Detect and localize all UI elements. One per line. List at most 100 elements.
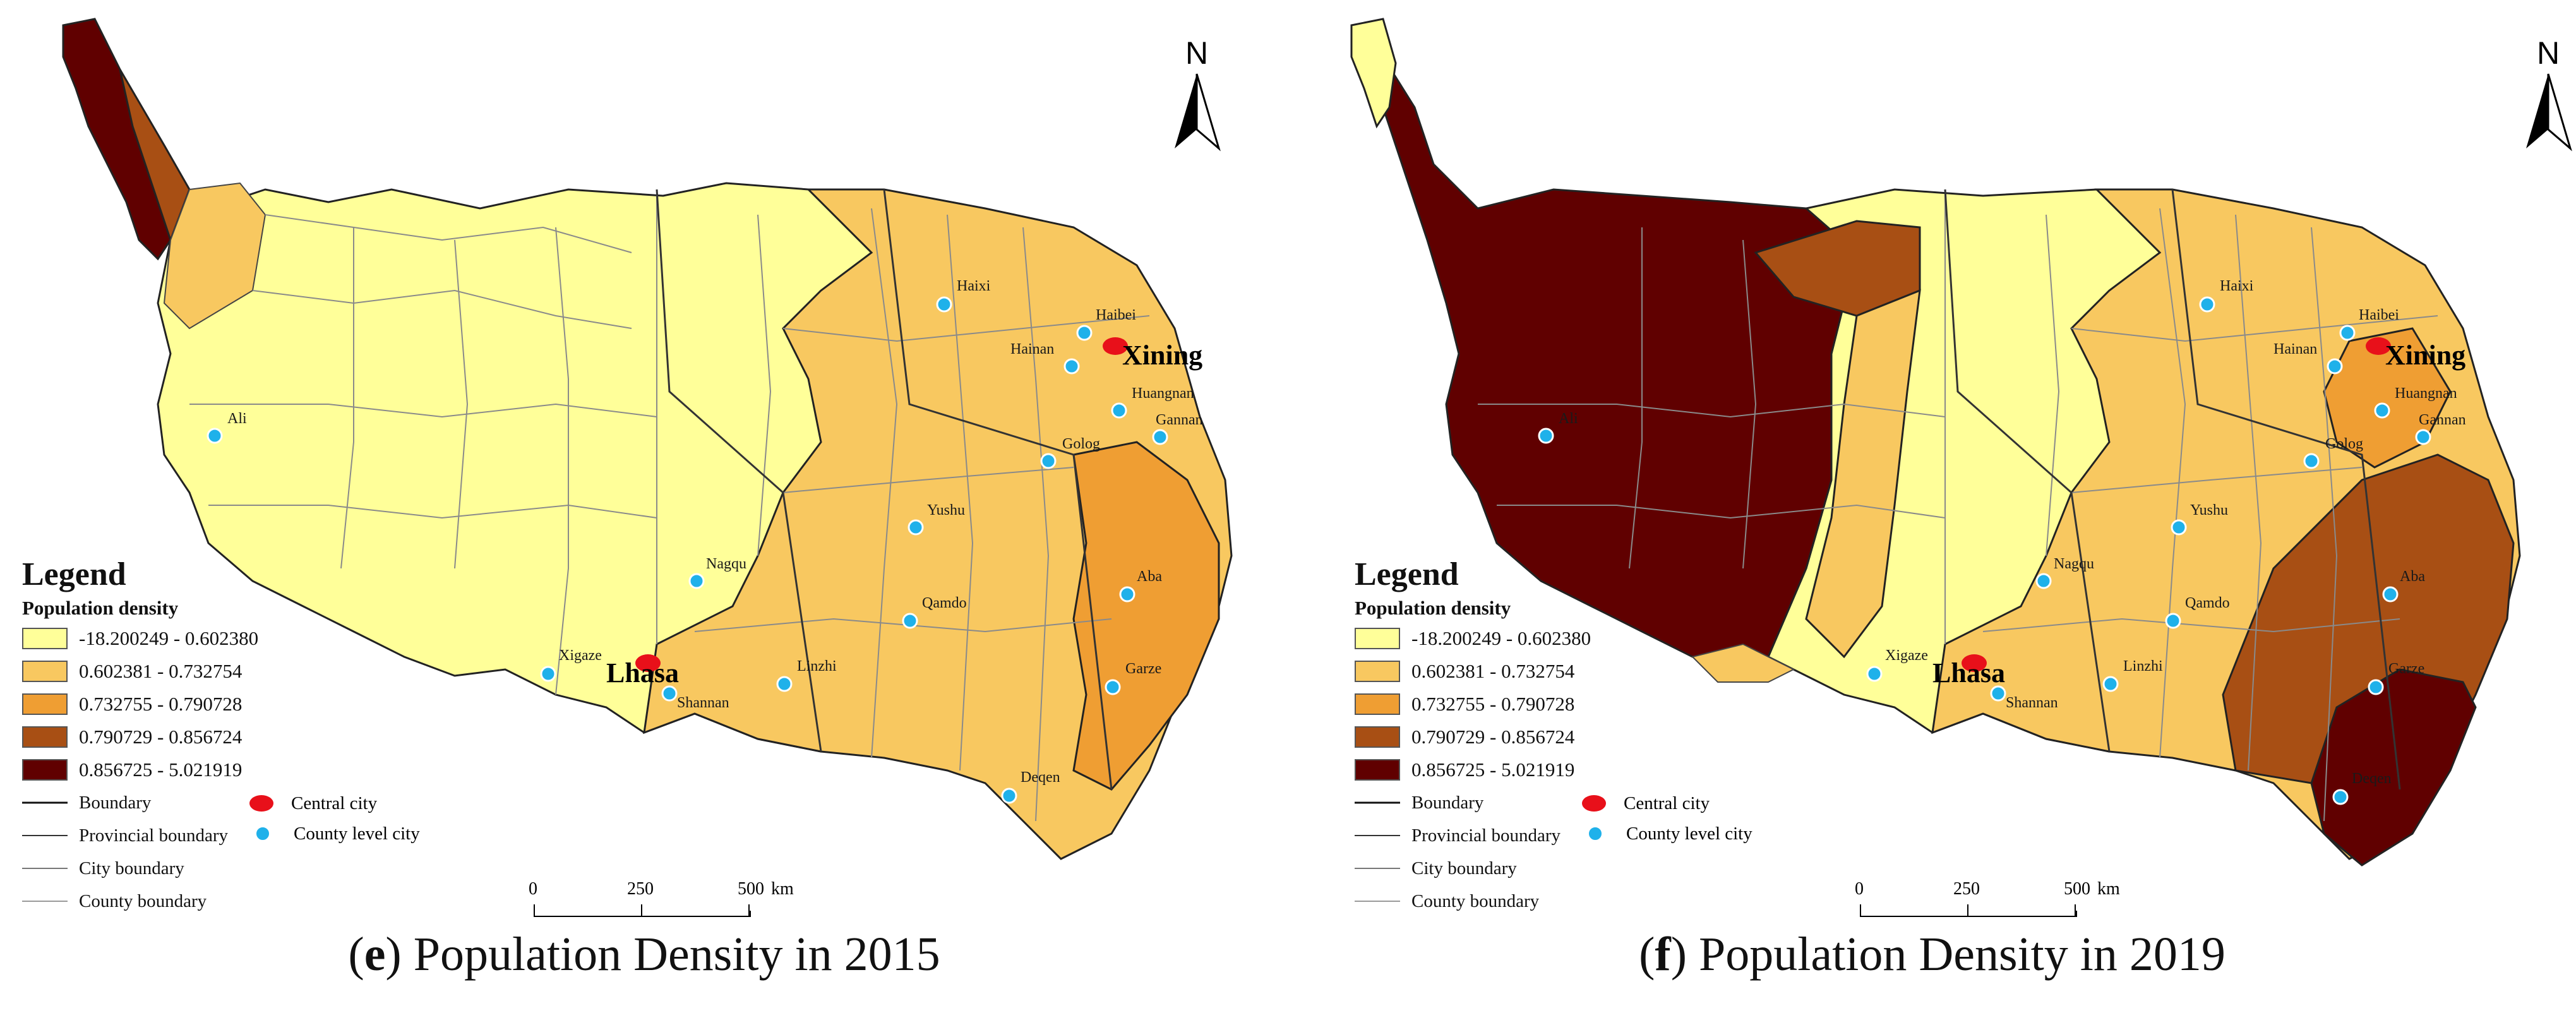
central-city-label: Lhasa <box>1932 657 2005 688</box>
legend-swatch <box>1355 726 1400 748</box>
legend: Legend Population density -18.200249 - 0… <box>1355 556 1872 918</box>
legend-line-label: City boundary <box>79 858 184 878</box>
place-label: Yushu <box>927 502 966 518</box>
legend-line: County boundary <box>22 885 540 918</box>
legend-line: Provincial boundary <box>22 819 540 852</box>
central-city-icon <box>249 795 273 812</box>
county-city-icon <box>255 826 270 841</box>
scale-bar: 0 250 500 km <box>529 878 799 928</box>
north-arrow: N <box>2513 35 2576 161</box>
north-arrow-icon <box>2526 73 2572 152</box>
legend-line-label: County boundary <box>1411 890 1540 911</box>
legend-symbol-central: Central city <box>1582 788 1752 818</box>
legend-symbol-county: County level city <box>249 818 420 849</box>
place-label: Huangnan <box>2395 385 2457 402</box>
legend-class: 0.602381 - 0.732754 <box>1355 655 1872 688</box>
caption-letter: e <box>364 928 386 981</box>
legend-symbol-county: County level city <box>1582 818 1752 849</box>
map-panel-2015: Haixi Haibei Hainan Huangnan Gannan Ali … <box>22 18 1233 981</box>
legend-swatch <box>22 726 68 748</box>
scale-tick-label: 0 <box>1855 879 1864 899</box>
legend-line-label: Provincial boundary <box>79 825 228 846</box>
county-city-markers <box>1538 296 2431 805</box>
place-label: Qamdo <box>2185 595 2230 611</box>
legend-class-label: 0.602381 - 0.732754 <box>79 660 243 682</box>
place-label: Linzhi <box>797 658 837 674</box>
legend-class: -18.200249 - 0.602380 <box>22 622 540 655</box>
place-label: Ali <box>227 411 247 427</box>
legend-line-label: City boundary <box>1411 858 1517 878</box>
legend-class-label: -18.200249 - 0.602380 <box>1411 627 1591 649</box>
region-west-ngari-north <box>163 182 267 330</box>
county-city-icon <box>1588 826 1603 841</box>
legend-line-label: Provincial boundary <box>1411 825 1561 846</box>
region-northwest-adjacent <box>119 69 191 243</box>
place-label: Haixi <box>957 278 991 294</box>
legend-line: City boundary <box>1355 852 1872 885</box>
scale-tick-label: 250 <box>627 879 654 899</box>
legend-class-label: 0.732755 - 0.790728 <box>79 693 243 715</box>
central-city-label: Lhasa <box>606 657 679 688</box>
place-label: Shannan <box>677 695 729 711</box>
region-west-orange-strip <box>1805 289 1921 659</box>
legend-class: -18.200249 - 0.602380 <box>1355 622 1872 655</box>
legend-symbols: Central city County level city <box>1582 788 1752 849</box>
place-label: Nagqu <box>706 556 746 572</box>
provincial-boundaries <box>1944 189 2401 790</box>
legend-line: County boundary <box>1355 885 1872 918</box>
legend-line: City boundary <box>22 852 540 885</box>
north-label: N <box>1185 35 1209 71</box>
legend-class-label: 0.732755 - 0.790728 <box>1411 693 1575 715</box>
legend-class-label: 0.602381 - 0.732754 <box>1411 660 1575 682</box>
legend-line: Boundary <box>22 786 540 819</box>
region-northwest-light <box>1350 18 1397 129</box>
place-label: Nagqu <box>2054 556 2094 572</box>
legend-symbol-label: Central city <box>1624 793 1710 813</box>
legend-swatch <box>22 759 68 781</box>
legend-title: Legend <box>1355 556 1459 592</box>
legend-swatch <box>1355 661 1400 682</box>
place-label: Deqen <box>2352 770 2392 787</box>
county-boundaries <box>1478 189 2438 822</box>
scale-tick-label: 0 <box>529 879 537 899</box>
place-label: Haixi <box>2220 278 2254 294</box>
legend-swatch <box>1355 693 1400 715</box>
legend-swatch <box>22 693 68 715</box>
place-label: Aba <box>2400 568 2425 585</box>
county-city-markers <box>207 296 1168 804</box>
legend-line: Provincial boundary <box>1355 819 1872 852</box>
caption-text: Population Density in 2019 <box>1699 928 2226 981</box>
place-label: Qamdo <box>922 595 967 611</box>
legend-class: 0.790729 - 0.856724 <box>22 721 540 753</box>
choropleth-map-2015 <box>62 18 1233 860</box>
legend-subtitle: Population density <box>1355 597 1511 619</box>
legend-class: 0.856725 - 5.021919 <box>1355 753 1872 786</box>
legend-class-label: 0.790729 - 0.856724 <box>79 726 243 748</box>
place-label: Yushu <box>2190 502 2229 518</box>
place-label: Haibei <box>1096 307 1136 323</box>
legend-swatch <box>22 661 68 682</box>
legend-line-label: Boundary <box>1411 792 1484 813</box>
region-southwest-strip <box>1691 643 1795 683</box>
north-label: N <box>2536 35 2560 71</box>
map-panel-2019: Haixi Haibei Hainan Huangnan Gannan Ali … <box>1288 0 2576 1013</box>
legend-symbol-label: County level city <box>294 823 420 844</box>
legend-class: 0.790729 - 0.856724 <box>1355 721 1872 753</box>
place-label: Garze <box>2388 661 2425 677</box>
central-city-markers <box>635 337 1128 672</box>
scale-bar: 0 250 500 km <box>1855 878 2125 928</box>
place-label: Hainan <box>1010 341 1055 357</box>
place-label: Hainan <box>2273 341 2318 357</box>
north-arrow-icon <box>1175 73 1221 152</box>
caption-letter: f <box>1655 928 1671 981</box>
scale-tick-label: 500 <box>2064 879 2090 899</box>
legend-class-label: 0.790729 - 0.856724 <box>1411 726 1575 748</box>
place-label: Haibei <box>2359 307 2399 323</box>
north-arrow: N <box>1162 35 1231 161</box>
legend-class: 0.732755 - 0.790728 <box>1355 688 1872 721</box>
legend-class: 0.602381 - 0.732754 <box>22 655 540 688</box>
place-label: Linzhi <box>2123 658 2163 674</box>
region-southeast-dark <box>2310 668 2477 866</box>
place-label: Shannan <box>2006 695 2058 711</box>
legend-class: 0.732755 - 0.790728 <box>22 688 540 721</box>
